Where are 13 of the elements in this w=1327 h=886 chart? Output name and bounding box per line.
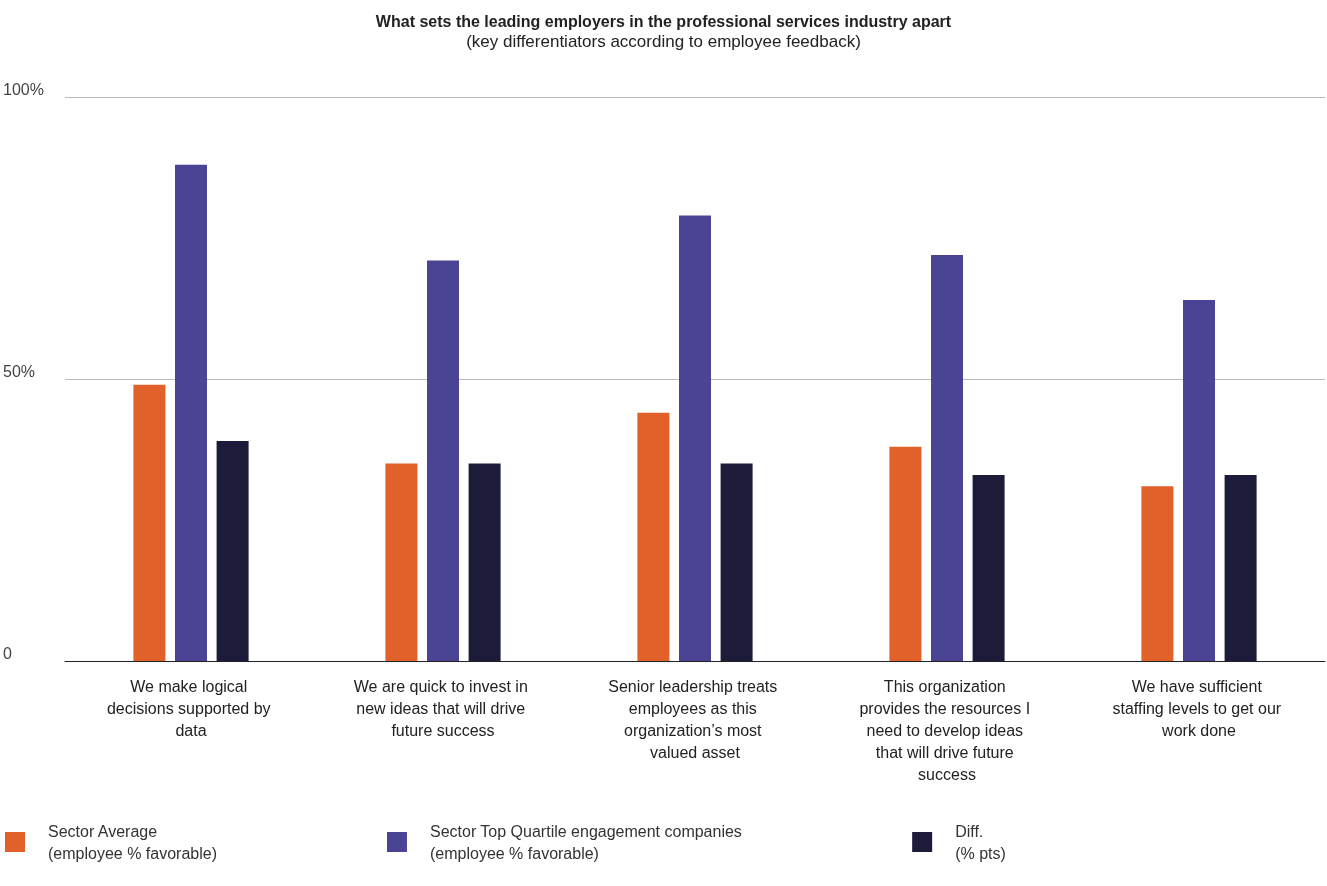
- x-tick-label: This organization provides the resources I need to develop ideas that will drive future success: [859, 677, 1035, 783]
- legend-label: Diff. (% pts): [955, 822, 1006, 862]
- legend-label: Sector Top Quartile engagement companies (employee % favorable): [429, 822, 742, 862]
- chart-title: What sets the leading employers in the professional services industry apart: [375, 12, 952, 30]
- x-tick-label: We make logical decisions supported by data: [106, 677, 276, 739]
- legend-label: Sector Average (employee % favorable): [48, 822, 217, 862]
- y-tick-label: 50%: [3, 362, 36, 380]
- chart-subtitle: (key differentiators according to employee feedback): [466, 32, 861, 51]
- y-tick-label: 0: [3, 644, 12, 662]
- x-tick-label: Senior leadership treats employees as this organization’s most valued asset: [608, 677, 782, 761]
- x-tick-label: We are quick to invest in new ideas that will drive future success: [353, 677, 533, 739]
- y-tick-label: 100%: [3, 80, 44, 98]
- x-tick-label: We have sufficient staffing levels to get our work done: [1112, 677, 1286, 739]
